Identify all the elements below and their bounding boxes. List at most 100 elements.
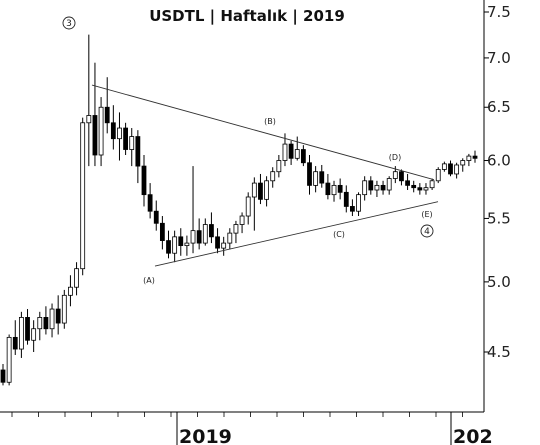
y-tick-label: 4.5	[487, 343, 511, 361]
candle-up	[31, 328, 37, 341]
candle-up	[331, 184, 337, 196]
candle-down	[153, 210, 159, 224]
candle-down	[25, 317, 30, 341]
candle-up	[239, 215, 245, 225]
candle-down	[405, 180, 410, 186]
candle-down	[159, 222, 165, 241]
y-tick-label: 6.0	[487, 152, 511, 170]
candle-down	[92, 115, 98, 156]
candle-up	[276, 160, 282, 173]
candle-up	[356, 194, 361, 212]
candle-down	[43, 317, 49, 330]
candle-down	[288, 143, 294, 159]
y-tick-label: 6.5	[487, 98, 511, 116]
labels-layer: USDTL | Haftalık | 2019 3 (A) (B) (C) (D) (E) 4	[62, 7, 434, 285]
wave-label: (A)	[143, 276, 155, 285]
candle-down	[209, 224, 214, 238]
y-tick-label: 5.5	[487, 209, 511, 227]
candle-down	[307, 162, 312, 186]
candle-down	[448, 163, 453, 175]
candle-down	[258, 182, 263, 200]
candle-down	[380, 184, 386, 191]
candle-down	[368, 180, 374, 191]
candle-up	[392, 171, 398, 179]
candle-down	[0, 369, 6, 383]
candle-down	[141, 165, 147, 196]
candle-up	[129, 136, 135, 150]
candle-up	[37, 317, 43, 330]
wave-circle-icon	[62, 16, 76, 30]
wave-label: 4	[424, 227, 430, 237]
candle-down	[55, 308, 61, 324]
candle-down	[472, 155, 478, 159]
candle-up	[18, 317, 24, 350]
candle-down	[325, 182, 331, 196]
candle-up	[245, 196, 251, 217]
candle-up	[74, 268, 79, 288]
candle-up	[233, 224, 239, 234]
candle-up	[227, 232, 233, 244]
candle-up	[184, 242, 190, 247]
wave-circle-icon	[420, 224, 434, 238]
candle-down	[411, 184, 417, 189]
x-tick-label: 2019	[179, 426, 232, 445]
wave-label: (E)	[421, 210, 432, 219]
candle-up	[117, 127, 122, 140]
candle-down	[417, 187, 423, 191]
wave-label: (D)	[389, 153, 401, 162]
y-tick-label: 7.5	[487, 3, 511, 21]
candle-up	[454, 164, 460, 175]
candle-down	[104, 106, 110, 124]
candle-up	[264, 180, 269, 200]
candle-down	[399, 171, 404, 182]
candle-up	[190, 230, 196, 244]
candle-up	[362, 180, 368, 196]
candles-layer	[0, 34, 478, 386]
candle-down	[135, 136, 141, 167]
candle-up	[80, 122, 86, 270]
candle-down	[147, 194, 153, 212]
y-tick-label: 5.0	[487, 273, 511, 291]
candle-up	[49, 308, 55, 330]
candle-down	[215, 236, 220, 249]
candle-up	[6, 336, 12, 383]
candle-down	[196, 230, 202, 244]
wave-label: (C)	[333, 230, 345, 239]
candle-up	[386, 178, 392, 191]
candle-up	[441, 163, 447, 170]
candle-up	[423, 187, 429, 191]
chart-title: USDTL | Haftalık | 2019	[149, 7, 345, 26]
candle-up	[202, 224, 208, 244]
trendlines-layer	[91, 84, 439, 267]
candle-down	[166, 240, 171, 254]
candle-up	[429, 180, 435, 189]
candle-up	[460, 160, 466, 166]
candle-up	[294, 149, 300, 159]
candle-down	[110, 122, 116, 140]
candle-up	[282, 143, 288, 161]
candle-up	[86, 115, 92, 124]
candle-down	[337, 184, 343, 193]
candle-down	[350, 206, 355, 212]
candle-down	[343, 191, 349, 207]
candle-up	[466, 155, 472, 161]
candle-up	[172, 236, 178, 254]
wave-label: 3	[66, 19, 72, 29]
candle-up	[98, 106, 104, 156]
candle-down	[12, 336, 18, 350]
candle-up	[221, 242, 227, 249]
lower-trendline	[154, 201, 439, 267]
upper-trendline	[91, 84, 435, 181]
y-tick-label: 7.0	[487, 49, 511, 67]
candle-down	[178, 236, 184, 247]
candle-up	[61, 294, 67, 324]
candle-down	[319, 171, 325, 184]
candle-up	[68, 286, 73, 296]
candle-up	[374, 184, 380, 191]
candle-up	[251, 182, 257, 198]
candle-up	[435, 169, 441, 182]
wave-label: (B)	[264, 117, 276, 126]
axes-layer: 7.5 7.0 6.5 6.0 5.5 5.0 4.5 2019 202	[0, 0, 511, 445]
